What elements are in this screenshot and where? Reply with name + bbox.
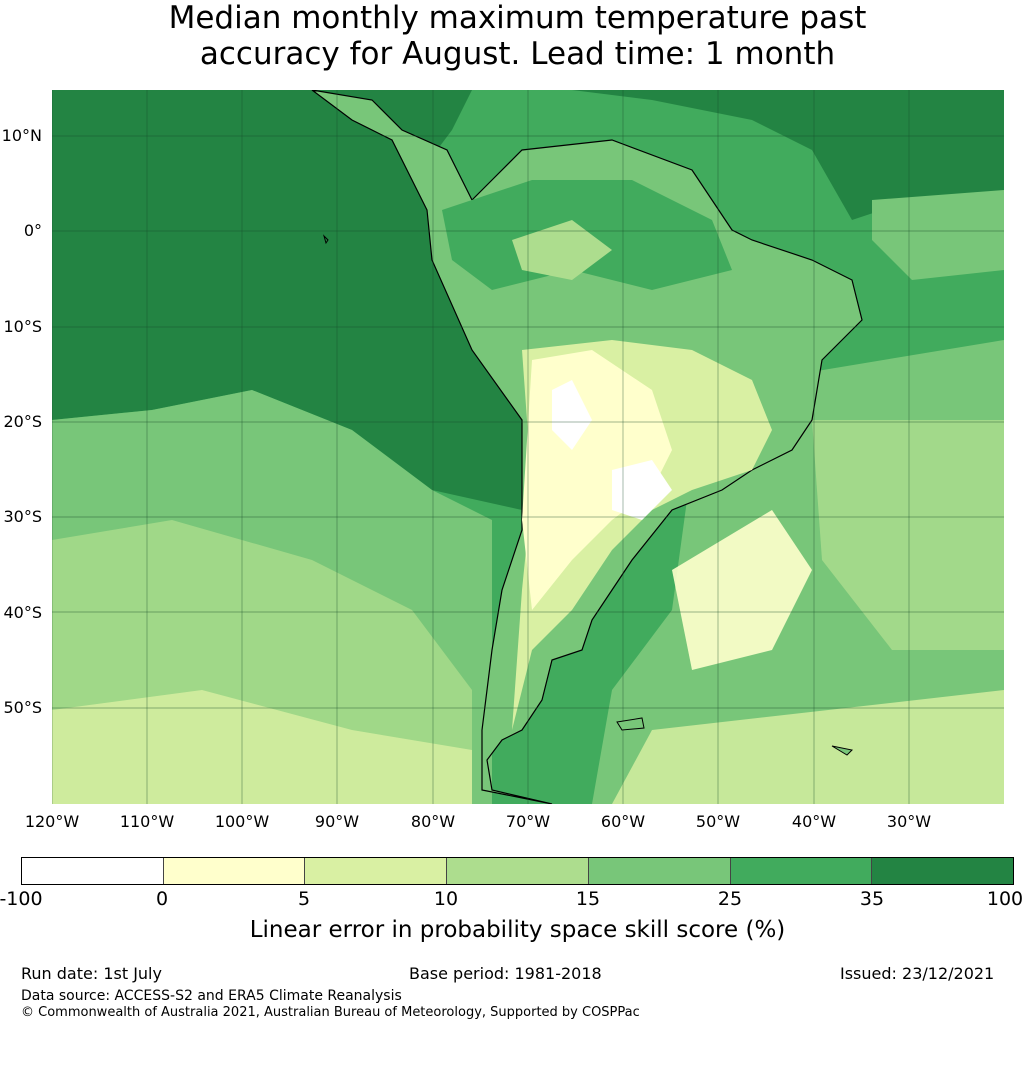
lat-label-40s: 40°S <box>3 603 42 622</box>
lon-label-110w: 110°W <box>119 812 175 831</box>
colorbar-segment-3 <box>305 858 448 884</box>
graticule <box>52 90 1004 804</box>
lon-label-90w: 90°W <box>314 812 360 831</box>
land-white-patch-1 <box>552 380 592 450</box>
colorbar-segment-2 <box>163 858 306 884</box>
lat-label-50s: 50°S <box>3 698 42 717</box>
region-dark-pacific <box>52 90 522 510</box>
title-line-1: Median monthly maximum temperature past <box>168 0 867 36</box>
base-period: Base period: 1981-2018 <box>409 964 602 983</box>
colorbar-segment-6 <box>730 858 873 884</box>
lat-label-30s: 30°S <box>3 507 42 526</box>
lon-label-60w: 60°W <box>600 812 646 831</box>
colorbar-segment-7 <box>872 858 1014 884</box>
lon-label-30w: 30°W <box>886 812 932 831</box>
colorbar-tick-15: 15 <box>575 888 601 910</box>
lon-label-50w: 50°W <box>695 812 741 831</box>
land-white-patch-2 <box>612 460 672 520</box>
land-amazon-light <box>512 220 612 280</box>
colorbar-segment-1 <box>22 858 164 884</box>
issued-date: Issued: 23/12/2021 <box>840 964 995 983</box>
colorbar-tick-100: 100 <box>986 888 1024 910</box>
colorbar-tick-0: 0 <box>155 888 169 910</box>
colorbar-tick-10: 10 <box>433 888 459 910</box>
data-source: Data source: ACCESS-S2 and ERA5 Climate … <box>21 988 402 1004</box>
colorbar-tick-25: 25 <box>717 888 743 910</box>
skill-score-map <box>52 90 1004 804</box>
lat-label-0: 0° <box>23 221 42 240</box>
colorbar-tick-minus100: -100 <box>0 888 43 910</box>
map-title: Median monthly maximum temperature past … <box>0 0 1035 72</box>
colorbar-segment-4 <box>447 858 589 884</box>
galapagos-islands <box>322 234 329 245</box>
lat-label-20s: 20°S <box>3 412 42 431</box>
run-date: Run date: 1st July <box>21 964 162 983</box>
copyright: © Commonwealth of Australia 2021, Austra… <box>21 1005 640 1020</box>
lat-label-10s: 10°S <box>3 317 42 336</box>
lon-label-40w: 40°W <box>791 812 837 831</box>
title-line-2: accuracy for August. Lead time: 1 month <box>199 36 836 72</box>
region-south-atlantic-light <box>812 420 1004 650</box>
region-atlantic-equator <box>872 190 1004 280</box>
colorbar-tick-5: 5 <box>297 888 311 910</box>
colorbar <box>21 857 1014 885</box>
colorbar-label: Linear error in probability space skill … <box>249 917 786 943</box>
colorbar-segment-5 <box>588 858 731 884</box>
lon-label-120w: 120°W <box>24 812 80 831</box>
south-georgia <box>831 745 854 756</box>
colorbar-tick-35: 35 <box>859 888 885 910</box>
lon-label-100w: 100°W <box>214 812 270 831</box>
region-rio-de-la-plata <box>672 510 812 670</box>
lon-label-80w: 80°W <box>410 812 456 831</box>
region-dark-atlantic <box>572 90 1004 220</box>
falkland-islands <box>616 717 645 731</box>
lon-label-70w: 70°W <box>505 812 551 831</box>
region-south-pacific-pale <box>52 690 472 804</box>
lat-label-10n: 10°N <box>1 126 42 145</box>
region-south-atlantic-pale <box>612 690 1004 804</box>
